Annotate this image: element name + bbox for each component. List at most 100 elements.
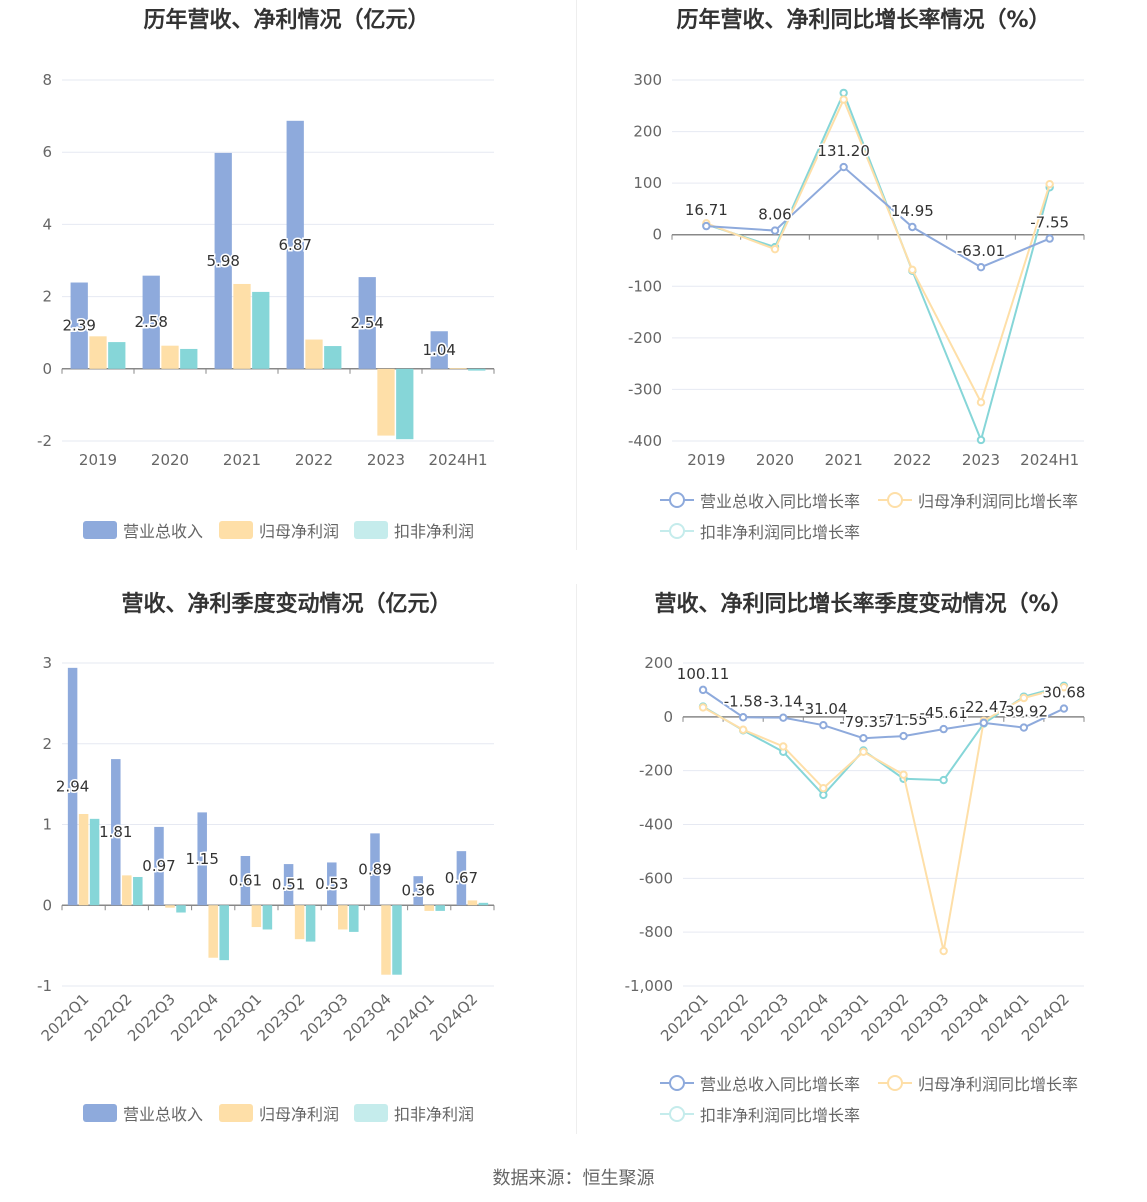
series-point-parent (939, 946, 948, 956)
legend-label: 归母净利润同比增长率 (918, 492, 1079, 511)
series-point-revenue (859, 733, 868, 743)
bar-revenue (358, 277, 376, 369)
quarterly-growth-panel: 营收、净利同比增长率季度变动情况（%） -1,000 -800 -600 -400 -2… (577, 584, 1147, 1164)
series-point-revenue (976, 263, 986, 272)
bar-parent (251, 905, 262, 928)
series-line-revenue (706, 165, 1051, 269)
y-tick-label: -200 (639, 762, 673, 780)
data-label: 0.67 (445, 869, 478, 887)
data-label: -63.01 (957, 242, 1005, 260)
legend-item-revenue-growth[interactable]: 营业总收入同比增长率 (660, 488, 860, 512)
y-tick-label: -1 (37, 977, 52, 995)
series-point-parent (819, 783, 828, 793)
legend-label: 归母净利润同比增长率 (918, 1075, 1079, 1094)
series-point-parent (899, 770, 908, 779)
legend-label: 扣非净利润 (394, 1105, 475, 1124)
bar-revenue (142, 275, 160, 369)
data-label: 6.87 (279, 236, 312, 254)
series-point-parent (839, 95, 848, 104)
data-label: -39.92 (1000, 703, 1048, 721)
series-point-nonrec (819, 790, 828, 800)
data-label: 0.89 (358, 860, 391, 878)
y-tick-label: -1,000 (625, 977, 673, 995)
legend-item-nonrec-growth[interactable]: 扣非净利润同比增长率 (660, 1102, 860, 1126)
data-label: -71.55 (879, 711, 927, 729)
series-point-parent (779, 742, 788, 751)
series-point-parent (908, 265, 917, 274)
quarterly-growth-chart: -1,000-800-600-400-20002002022Q12022Q220… (625, 654, 1087, 1045)
series-point-revenue (1045, 234, 1054, 243)
legend-item-revenue-growth[interactable]: 营业总收入同比增长率 (660, 1071, 860, 1095)
series-point-nonrec (839, 88, 848, 98)
bar-nonrec (468, 368, 486, 371)
y-tick-label: 0 (663, 708, 673, 726)
bar-parent (122, 875, 132, 906)
legend-swatch-revenue (83, 521, 117, 539)
bar-parent (467, 900, 478, 906)
bar-revenue (70, 282, 88, 369)
series-point-revenue (698, 685, 708, 695)
bar-revenue (413, 876, 423, 906)
series-point-revenue (702, 221, 711, 231)
bar-parent (294, 905, 305, 940)
x-tick-label: 2020 (151, 451, 189, 469)
series-point-parent (1045, 179, 1054, 189)
legend-swatch-revenue-growth (660, 491, 694, 509)
data-label: 16.71 (685, 201, 728, 219)
quarterly-revenue-profit-chart: -101232022Q12022Q22022Q32022Q42023Q12023… (37, 654, 495, 1045)
y-tick-label: 8 (42, 71, 52, 89)
legend-swatch-revenue-growth (660, 1074, 694, 1092)
data-label: 0.97 (142, 857, 175, 875)
series-point-revenue (770, 226, 780, 235)
data-label: 1.15 (185, 850, 218, 868)
legend-item-revenue[interactable]: 营业总收入 (83, 518, 203, 542)
x-tick-label: 2022 (295, 451, 333, 469)
legend-swatch-nonrec (354, 1104, 388, 1122)
data-label: 2.39 (63, 317, 96, 335)
legend-item-nonrec[interactable]: 扣非净利润 (354, 1101, 474, 1125)
data-label: 14.95 (891, 202, 934, 220)
legend-swatch-parent (219, 521, 253, 539)
y-tick-label: 0 (652, 226, 662, 244)
y-tick-label: -200 (628, 329, 662, 347)
legend-item-parent-growth[interactable]: 归母净利润同比增长率 (878, 488, 1078, 512)
y-tick-label: -800 (639, 923, 673, 941)
legend-swatch-nonrec (354, 521, 388, 539)
chart-title: 营收、净利季度变动情况（亿元） (121, 592, 452, 617)
bar-parent (449, 368, 467, 369)
legend-label: 营业总收入同比增长率 (700, 492, 861, 511)
annual-growth-panel: 历年营收、净利同比增长率情况（%） -400 -300 -200 -100 0 100 20… (577, 0, 1147, 580)
legend-item-parent[interactable]: 归母净利润 (219, 518, 339, 542)
y-tick-label: -400 (639, 816, 673, 834)
y-tick-label: 3 (42, 654, 52, 672)
legend-item-parent[interactable]: 归母净利润 (219, 1101, 339, 1125)
series-point-revenue (908, 222, 917, 232)
panel-divider (576, 0, 577, 550)
data-label: 2.54 (351, 314, 384, 332)
data-label: 1.04 (423, 341, 456, 359)
bar-parent (233, 283, 251, 369)
y-tick-label: 200 (633, 123, 662, 141)
data-label: -22.47 (960, 698, 1008, 716)
bar-nonrec (262, 905, 273, 930)
data-label: -79.35 (839, 713, 887, 731)
bar-parent (165, 905, 175, 908)
x-tick-label: 2024Q2 (426, 990, 481, 1045)
series-line-revenue (702, 689, 1065, 740)
legend-label: 营业总收入 (123, 522, 204, 541)
bar-revenue (154, 826, 164, 906)
annual-revenue-profit-chart: -2 0 2 4 6 8 2019 2020 2021 2022 2023 2024H1 2.39 2.5… (37, 71, 495, 469)
legend-item-nonrec[interactable]: 扣非净利润 (354, 518, 474, 542)
bar-nonrec (133, 876, 143, 906)
y-tick-label: 2 (42, 288, 52, 306)
x-tick-label: 2019 (687, 451, 725, 469)
legend-item-revenue[interactable]: 营业总收入 (83, 1101, 203, 1125)
legend-item-nonrec-growth[interactable]: 扣非净利润同比增长率 (660, 519, 860, 543)
bar-nonrec (305, 905, 316, 942)
x-tick-label: 2024H1 (1020, 451, 1079, 469)
legend-item-parent-growth[interactable]: 归母净利润同比增长率 (878, 1071, 1078, 1095)
series-point-revenue (899, 731, 908, 741)
y-tick-label: 1 (42, 816, 52, 834)
bar-revenue (327, 862, 337, 906)
chart-title: 营收、净利同比增长率季度变动情况（%） (654, 592, 1073, 617)
